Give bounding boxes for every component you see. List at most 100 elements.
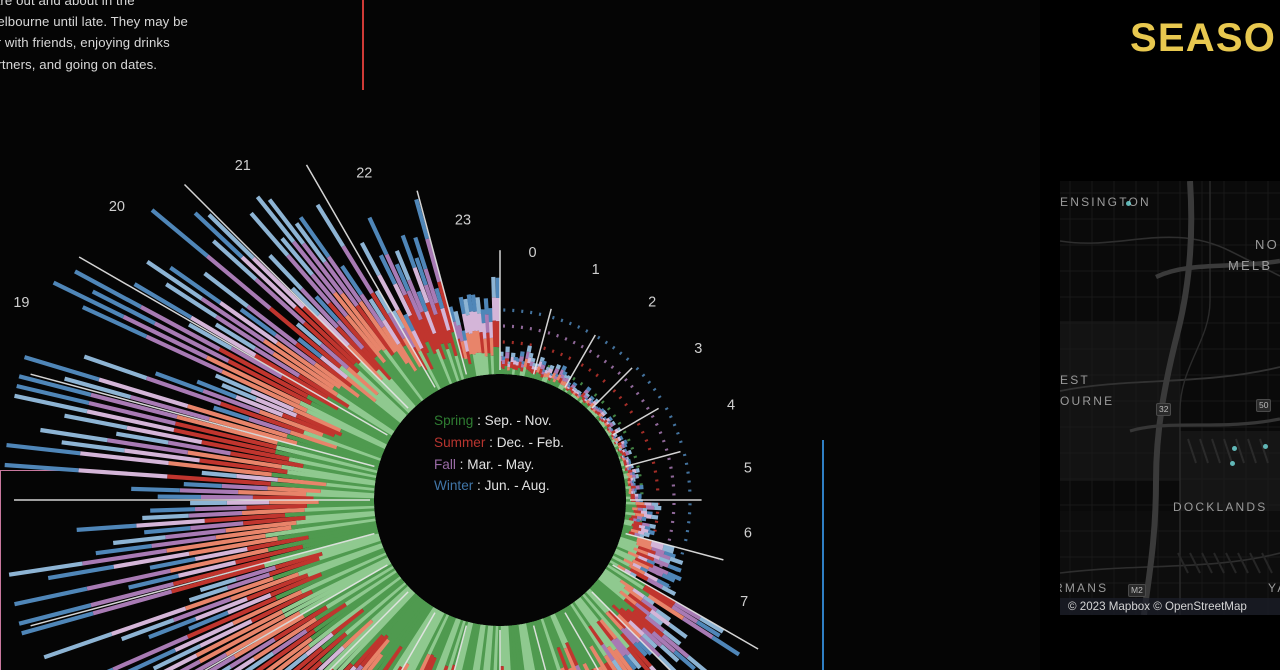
chart-bar-segment: [529, 621, 546, 670]
chart-bar-segment: [153, 321, 230, 363]
chart-bar-segment: [608, 560, 619, 569]
chart-bar-segment: [406, 279, 425, 313]
chart-bar-segment: [399, 603, 432, 648]
chart-bar-segment: [630, 463, 634, 469]
chart-bar-segment: [625, 509, 634, 515]
axis-marker-blue: [822, 440, 824, 670]
chart-bar-segment: [625, 459, 630, 465]
chart-bar-segment: [596, 408, 601, 414]
chart-bar-segment: [337, 590, 416, 670]
chart-spoke: [625, 532, 724, 561]
chart-bar-segment: [320, 488, 375, 496]
chart-bar-segment: [576, 391, 581, 396]
chart-bar-segment: [196, 379, 237, 399]
chart-bar-segment: [332, 385, 397, 432]
chart-dotted-arc: [651, 461, 660, 498]
chart-bar-segment: [509, 361, 515, 369]
chart-bar-segment: [521, 360, 527, 365]
chart-bar-segment: [252, 495, 314, 501]
chart-bar-segment: [588, 401, 594, 406]
map-marker[interactable]: [1230, 461, 1235, 466]
chart-bar-segment: [575, 598, 617, 652]
chart-bar-segment: [578, 392, 583, 397]
legend-row-winter: Winter : Jun. - Aug.: [434, 475, 654, 497]
chart-bar-segment: [574, 388, 580, 393]
chart-bar-segment: [86, 409, 175, 433]
chart-bar-segment: [276, 440, 379, 471]
chart-bar-segment: [610, 430, 617, 436]
chart-bar-segment: [347, 344, 384, 382]
chart-bar-segment: [526, 371, 533, 378]
chart-bar-segment: [565, 383, 571, 388]
chart-dotted-arc: [650, 414, 669, 453]
chart-bar-segment: [623, 462, 628, 468]
chart-bar-segment: [584, 398, 589, 403]
chart-bar-segment: [130, 394, 210, 421]
chart-bar-segment: [570, 601, 591, 628]
chart-bar-segment: [317, 645, 345, 670]
chart-spoke: [612, 407, 659, 436]
chart-bar-segment: [355, 304, 395, 356]
chart-bar-segment: [423, 653, 435, 670]
chart-bar-segment: [456, 324, 465, 342]
map-marker[interactable]: [1263, 444, 1268, 449]
chart-bar-segment: [547, 377, 553, 382]
chart-bar-segment: [167, 474, 271, 486]
chart-bar-segment: [620, 455, 623, 461]
chart-bar-segment: [183, 482, 222, 489]
chart-dotted-arc: [636, 465, 644, 498]
chart-bar-segment: [643, 513, 652, 519]
map-marker[interactable]: [1232, 446, 1237, 451]
legend-range-spring: Sep. - Nov.: [484, 413, 552, 428]
chart-bar-segment: [8, 561, 83, 577]
chart-bar-segment: [583, 394, 589, 400]
chart-bar-segment: [424, 368, 440, 392]
chart-bar-segment: [616, 613, 642, 639]
chart-bar-segment: [568, 603, 607, 657]
chart-bar-segment: [341, 245, 374, 295]
chart-bar-segment: [560, 373, 566, 380]
chart-bar-segment: [297, 541, 383, 577]
chart-bar-segment: [549, 364, 555, 370]
chart-bar-segment: [340, 292, 387, 352]
chart-bar-segment: [636, 536, 653, 545]
chart-bar-segment: [400, 234, 417, 269]
chart-bar-segment: [617, 541, 635, 552]
chart-bar-segment: [555, 382, 562, 389]
chart-bar-segment: [624, 511, 636, 518]
chart-bar-segment: [291, 240, 337, 295]
chart-bar-segment: [655, 608, 672, 622]
chart-bar-segment: [611, 659, 623, 670]
chart-dotted-arc: [682, 503, 692, 547]
chart-bar-segment: [271, 472, 376, 489]
chart-bar-segment: [661, 573, 676, 583]
chart-bar-segment: [525, 351, 531, 360]
chart-bar-segment: [546, 615, 572, 670]
map-widget[interactable]: ENSINGTONNOMELBESTOURNEDOCKLANDSRMANSYA …: [1060, 181, 1280, 615]
chart-bar-segment: [447, 342, 464, 381]
chart-bar-segment: [579, 399, 585, 405]
chart-bar-segment: [613, 550, 634, 564]
chart-bar-segment: [611, 436, 615, 442]
chart-bar-segment: [649, 609, 671, 627]
chart-bar-segment: [406, 610, 443, 670]
chart-bar-segment: [532, 362, 538, 367]
chart-bar-segment: [584, 590, 608, 615]
chart-bar-segment: [416, 290, 429, 313]
map-marker[interactable]: [1126, 201, 1131, 206]
chart-bar-segment: [650, 543, 664, 551]
chart-bar-segment: [622, 470, 629, 476]
legend-row-fall: Fall : Mar. - May.: [434, 454, 654, 476]
chart-bar-segment: [595, 415, 601, 421]
chart-bar-segment: [627, 469, 633, 475]
chart-bar-segment: [275, 644, 311, 670]
chart-bar-segment: [144, 526, 191, 535]
chart-bar-segment: [469, 353, 479, 377]
chart-bar-segment: [634, 557, 654, 569]
chart-bar-segment: [631, 559, 650, 571]
map-attribution[interactable]: © 2023 Mapbox © OpenStreetMap: [1060, 598, 1280, 615]
map-path: [1211, 438, 1221, 464]
chart-bar-segment: [456, 338, 466, 359]
chart-bar-segment: [419, 365, 438, 393]
chart-bar-segment: [607, 426, 612, 432]
